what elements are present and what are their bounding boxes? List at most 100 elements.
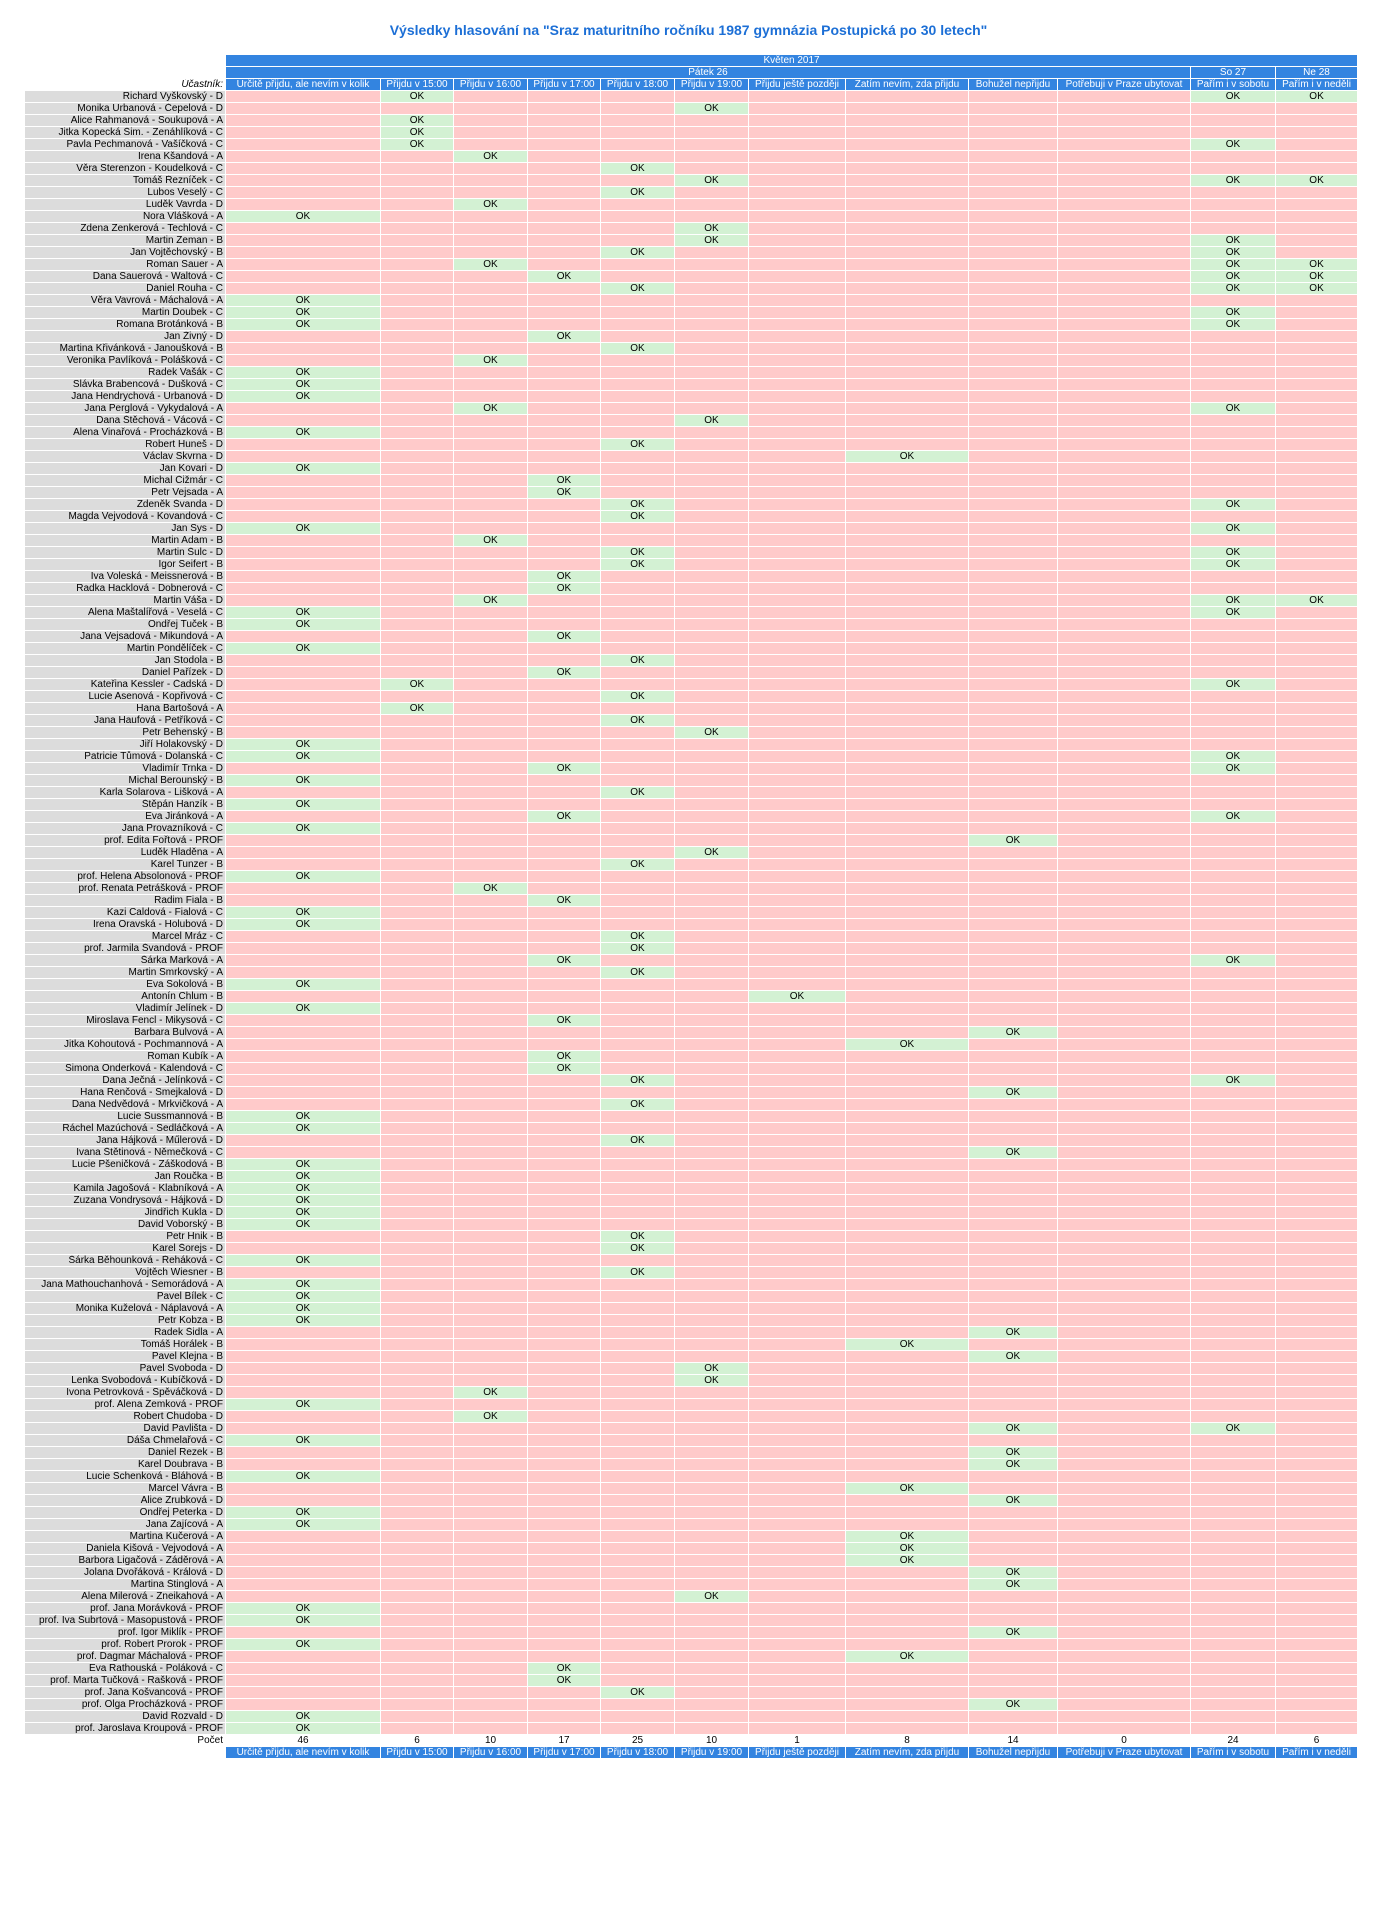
vote-cell-empty xyxy=(748,642,846,655)
table-row: Radka Hacklová - Dobnerová - C OK xyxy=(24,582,1359,595)
vote-cell-empty xyxy=(600,810,675,823)
vote-cell-empty xyxy=(527,546,601,559)
vote-cell-empty xyxy=(1057,1002,1191,1015)
vote-cell-empty xyxy=(527,1422,601,1435)
vote-cell-empty xyxy=(845,1218,969,1231)
participant-name: Petr Hnik - B xyxy=(24,1230,226,1243)
vote-cell-empty xyxy=(674,1350,749,1363)
vote-cell-ok: OK xyxy=(380,702,454,715)
participant-name: Michal Berounský - B xyxy=(24,774,226,787)
vote-cell-empty xyxy=(453,666,528,679)
vote-cell-empty xyxy=(1057,606,1191,619)
vote-cell-empty xyxy=(748,138,846,151)
vote-cell-empty xyxy=(225,990,381,1003)
vote-cell-empty xyxy=(1274,858,1359,871)
vote-cell-empty xyxy=(225,1098,381,1111)
vote-cell-empty xyxy=(453,786,528,799)
vote-cell-ok: OK xyxy=(600,714,675,727)
vote-cell-ok: OK xyxy=(600,438,675,451)
vote-cell-empty xyxy=(527,390,601,403)
vote-cell-empty xyxy=(968,102,1058,115)
vote-cell-empty xyxy=(845,102,969,115)
vote-cell-ok: OK xyxy=(674,222,749,235)
vote-cell-empty xyxy=(845,1578,969,1591)
vote-cell-empty xyxy=(225,1062,381,1075)
vote-cell-empty xyxy=(527,150,601,163)
vote-cell-empty xyxy=(674,366,749,379)
vote-cell-empty xyxy=(1190,1230,1276,1243)
vote-cell-empty xyxy=(1190,1578,1276,1591)
participant-name: Pavel Klejna - B xyxy=(24,1350,226,1363)
table-row: Ivana Štětinová - Němečková - C OK xyxy=(24,1146,1359,1159)
vote-cell-empty xyxy=(527,618,601,631)
vote-cell-empty xyxy=(453,1686,528,1699)
table-row: Robert Huneš - D OK xyxy=(24,438,1359,451)
vote-cell-empty xyxy=(225,438,381,451)
table-row: Petr Hnik - B OK xyxy=(24,1230,1359,1243)
vote-cell-empty xyxy=(1057,294,1191,307)
vote-count: 6 xyxy=(1274,1734,1359,1747)
vote-cell-empty xyxy=(674,1266,749,1279)
vote-cell-ok: OK xyxy=(527,630,601,643)
vote-cell-ok: OK xyxy=(600,186,675,199)
vote-cell-empty xyxy=(968,270,1058,283)
vote-cell-empty xyxy=(600,774,675,787)
vote-cell-empty xyxy=(1274,930,1359,943)
vote-cell-empty xyxy=(748,870,846,883)
table-row: Dáša Chmelařová - C OK xyxy=(24,1434,1359,1447)
participant-name: Jitka Kopecká Šim. - Zenáhlíková - C xyxy=(24,126,226,139)
vote-cell-empty xyxy=(1274,810,1359,823)
vote-cell-empty xyxy=(1057,738,1191,751)
vote-cell-empty xyxy=(748,522,846,535)
vote-cell-ok: OK xyxy=(1190,306,1276,319)
day-header: So 27 xyxy=(1190,66,1276,79)
vote-cell-empty xyxy=(968,930,1058,943)
vote-cell-empty xyxy=(600,642,675,655)
vote-cell-empty xyxy=(968,714,1058,727)
vote-cell-empty xyxy=(1190,1602,1276,1615)
participant-name: Martin Pondělíček - C xyxy=(24,642,226,655)
vote-cell-empty xyxy=(968,246,1058,259)
vote-cell-empty xyxy=(1190,342,1276,355)
vote-cell-empty xyxy=(527,966,601,979)
vote-cell-empty xyxy=(1274,318,1359,331)
vote-cell-empty xyxy=(600,1122,675,1135)
vote-cell-empty xyxy=(1190,834,1276,847)
vote-cell-empty xyxy=(600,1410,675,1423)
vote-cell-empty xyxy=(1274,1698,1359,1711)
page-title: Výsledky hlasování na "Sraz maturitního … xyxy=(389,22,988,38)
vote-cell-empty xyxy=(380,834,454,847)
vote-cell-empty xyxy=(380,510,454,523)
participant-name: prof. Jarmila Švandová - PROF xyxy=(24,942,226,955)
vote-cell-empty xyxy=(1190,1446,1276,1459)
vote-cell-empty xyxy=(968,726,1058,739)
vote-cell-empty xyxy=(453,690,528,703)
vote-cell-empty xyxy=(968,1686,1058,1699)
vote-cell-ok: OK xyxy=(845,1038,969,1051)
vote-cell-empty xyxy=(600,1602,675,1615)
vote-cell-empty xyxy=(968,1242,1058,1255)
vote-cell-empty xyxy=(600,1710,675,1723)
table-row: Tomáš Horálek - B OK xyxy=(24,1338,1359,1351)
vote-cell-empty xyxy=(1274,1158,1359,1171)
vote-cell-empty xyxy=(674,1518,749,1531)
vote-cell-empty xyxy=(748,678,846,691)
vote-cell-empty xyxy=(674,1338,749,1351)
participant-name: prof. Alena Zemková - PROF xyxy=(24,1398,226,1411)
vote-cell-empty xyxy=(674,606,749,619)
vote-cell-empty xyxy=(748,414,846,427)
vote-cell-empty xyxy=(674,882,749,895)
vote-cell-empty xyxy=(674,1110,749,1123)
vote-cell-empty xyxy=(968,1710,1058,1723)
vote-cell-empty xyxy=(1190,426,1276,439)
vote-cell-empty xyxy=(1190,1470,1276,1483)
vote-cell-empty xyxy=(674,1698,749,1711)
vote-cell-empty xyxy=(1274,1590,1359,1603)
vote-cell-empty xyxy=(845,1134,969,1147)
table-row: Iva Voleská - Meissnerová - B OK xyxy=(24,570,1359,583)
vote-cell-empty xyxy=(527,978,601,991)
vote-cell-empty xyxy=(1274,1050,1359,1063)
vote-cell-empty xyxy=(1057,222,1191,235)
vote-cell-empty xyxy=(225,1542,381,1555)
vote-cell-empty xyxy=(1190,1242,1276,1255)
